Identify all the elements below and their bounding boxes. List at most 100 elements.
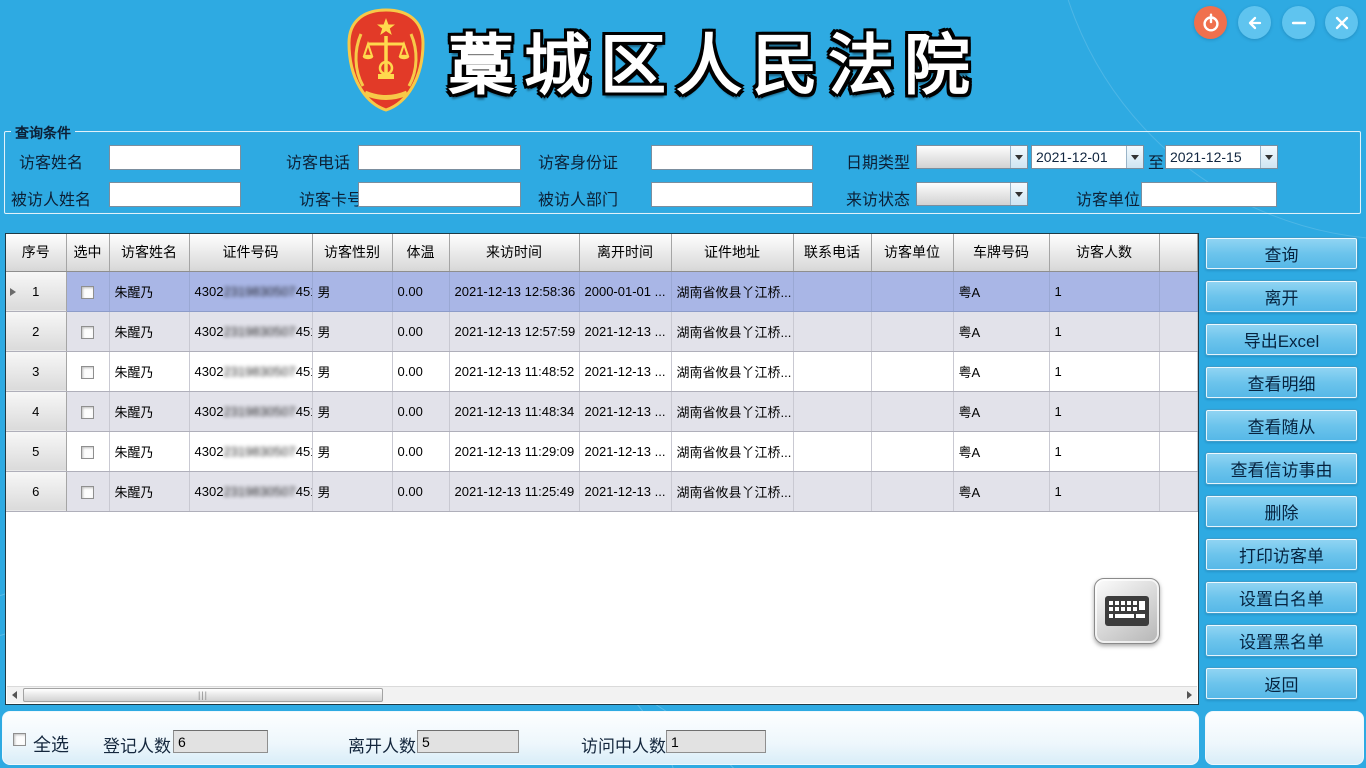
- visitor-table: 序号 选中 访客姓名 证件号码 访客性别 体温 来访时间 离开时间 证件地址 联…: [5, 233, 1199, 705]
- col-phone[interactable]: 联系电话: [793, 234, 872, 272]
- left-count-field[interactable]: [417, 730, 519, 753]
- visiting-count-label: 访问中人数: [581, 737, 666, 756]
- cell-address: 湖南省攸县丫江桥...: [671, 431, 794, 472]
- date-from-select[interactable]: 2021-12-01: [1031, 145, 1144, 169]
- date-type-label: 日期类型: [846, 155, 911, 172]
- cell-visitor-name: 朱醒乃: [109, 311, 190, 352]
- col-plate[interactable]: 车牌号码: [953, 234, 1050, 272]
- row-checkbox[interactable]: [81, 485, 94, 499]
- row-number[interactable]: 3: [6, 351, 67, 392]
- visit-status-select[interactable]: [916, 182, 1028, 206]
- view-companions-button[interactable]: 查看随从: [1205, 409, 1358, 442]
- power-button[interactable]: [1194, 6, 1227, 39]
- col-id-number[interactable]: 证件号码: [189, 234, 313, 272]
- export-excel-button[interactable]: 导出Excel: [1205, 323, 1358, 356]
- cell-count: 1: [1049, 431, 1160, 472]
- scrollbar-thumb[interactable]: |||: [23, 688, 383, 702]
- row-checkbox[interactable]: [81, 325, 94, 339]
- visitor-id-label: 访客身份证: [538, 155, 619, 172]
- cell-count: 1: [1049, 471, 1160, 512]
- row-number[interactable]: 2: [6, 311, 67, 352]
- col-count[interactable]: 访客人数: [1049, 234, 1160, 272]
- cell-address: 湖南省攸县丫江桥...: [671, 391, 794, 432]
- cell-visitor-name: 朱醒乃: [109, 351, 190, 392]
- col-leave-time[interactable]: 离开时间: [579, 234, 672, 272]
- cell-count: 1: [1049, 391, 1160, 432]
- row-checkbox[interactable]: [81, 285, 94, 299]
- set-blacklist-button[interactable]: 设置黑名单: [1205, 624, 1358, 657]
- chevron-down-icon: [1010, 183, 1027, 205]
- row-number[interactable]: 6: [6, 471, 67, 512]
- cell-id-number: 430223198305074518: [189, 271, 313, 312]
- cell-temperature: 0.00: [392, 351, 450, 392]
- scroll-left-icon[interactable]: [7, 687, 22, 703]
- chevron-down-icon: [1126, 146, 1143, 168]
- table-header: 序号 选中 访客姓名 证件号码 访客性别 体温 来访时间 离开时间 证件地址 联…: [6, 234, 1198, 272]
- col-gender[interactable]: 访客性别: [312, 234, 393, 272]
- delete-button[interactable]: 删除: [1205, 495, 1358, 528]
- date-to-select[interactable]: 2021-12-15: [1165, 145, 1278, 169]
- set-whitelist-button[interactable]: 设置白名单: [1205, 581, 1358, 614]
- horizontal-scrollbar[interactable]: |||: [7, 686, 1197, 703]
- keyboard-button[interactable]: [1094, 578, 1160, 644]
- col-visitor-name[interactable]: 访客姓名: [109, 234, 190, 272]
- registered-count-field[interactable]: [173, 730, 268, 753]
- cell-leave-time: 2021-12-13 ...: [579, 431, 672, 472]
- col-temperature[interactable]: 体温: [392, 234, 450, 272]
- select-all-checkbox[interactable]: [13, 733, 26, 746]
- cell-arrive-time: 2021-12-13 12:58:36: [449, 271, 580, 312]
- query-panel: 查询条件 访客姓名 访客电话 访客身份证 日期类型 2021-12-01 至 2…: [4, 123, 1361, 214]
- col-seq[interactable]: 序号: [6, 234, 67, 272]
- masked-id-digits: 2319830507: [223, 363, 296, 379]
- row-number[interactable]: 5: [6, 431, 67, 472]
- visitor-name-input[interactable]: [109, 145, 241, 170]
- row-number[interactable]: 4: [6, 391, 67, 432]
- row-checkbox[interactable]: [81, 405, 94, 419]
- col-arrive-time[interactable]: 来访时间: [449, 234, 580, 272]
- col-selected[interactable]: 选中: [66, 234, 110, 272]
- visitor-phone-input[interactable]: [358, 145, 521, 170]
- cell-gender: 男: [312, 271, 393, 312]
- cell-arrive-time: 2021-12-13 11:48:52: [449, 351, 580, 392]
- col-address[interactable]: 证件地址: [671, 234, 794, 272]
- date-type-select[interactable]: [916, 145, 1028, 169]
- row-number[interactable]: 1: [6, 271, 67, 312]
- close-button[interactable]: [1325, 6, 1358, 39]
- view-detail-button[interactable]: 查看明细: [1205, 366, 1358, 399]
- visitor-unit-input[interactable]: [1141, 182, 1277, 207]
- query-button[interactable]: 查询: [1205, 237, 1358, 270]
- leave-button[interactable]: 离开: [1205, 280, 1358, 313]
- cell-temperature: 0.00: [392, 431, 450, 472]
- visited-dept-input[interactable]: [651, 182, 813, 207]
- visitor-id-input[interactable]: [651, 145, 813, 170]
- print-visitor-slip-button[interactable]: 打印访客单: [1205, 538, 1358, 571]
- cell-count: 1: [1049, 271, 1160, 312]
- visited-name-input[interactable]: [109, 182, 241, 207]
- return-button[interactable]: 返回: [1205, 667, 1358, 700]
- back-button[interactable]: [1238, 6, 1271, 39]
- visiting-count-field[interactable]: [666, 730, 766, 753]
- cell-unit: [871, 431, 954, 472]
- minimize-button[interactable]: [1282, 6, 1315, 39]
- power-icon: [1202, 13, 1219, 32]
- visitor-unit-label: 访客单位: [1076, 192, 1141, 209]
- col-unit[interactable]: 访客单位: [871, 234, 954, 272]
- visitor-card-label: 访客卡号: [299, 192, 364, 209]
- filler-cell: [1159, 391, 1198, 432]
- arrow-left-icon: [1248, 16, 1261, 29]
- cell-temperature: 0.00: [392, 471, 450, 512]
- row-checkbox[interactable]: [81, 445, 94, 459]
- row-checkbox[interactable]: [81, 365, 94, 379]
- visitor-card-input[interactable]: [358, 182, 521, 207]
- cell-phone: [793, 471, 872, 512]
- view-petition-reason-button[interactable]: 查看信访事由: [1205, 452, 1358, 485]
- scroll-right-icon[interactable]: [1182, 687, 1197, 703]
- cell-plate: 粤A: [953, 471, 1050, 512]
